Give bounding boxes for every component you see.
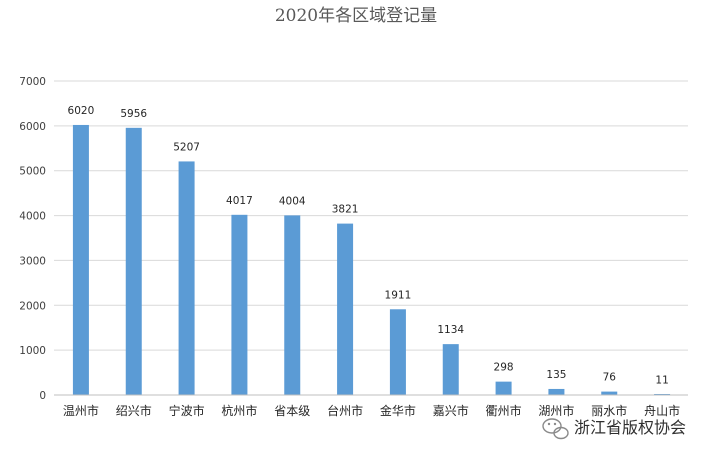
y-axis-ticks: 0 1000 2000 3000 4000 5000 6000 7000 (19, 76, 46, 402)
data-label: 298 (494, 362, 514, 374)
data-label: 135 (546, 369, 566, 381)
data-label: 6020 (68, 105, 95, 117)
data-label: 4004 (279, 195, 306, 207)
bar (337, 223, 354, 395)
y-tick-label: 7000 (19, 76, 46, 88)
data-label: 1911 (385, 289, 412, 301)
y-tick-label: 2000 (19, 300, 46, 312)
data-label: 3821 (332, 204, 359, 216)
watermark-text: 浙江省版权协会 (574, 418, 686, 437)
wechat-icon (542, 418, 569, 440)
data-label: 5207 (173, 141, 200, 153)
x-category-label: 金华市 (380, 403, 416, 418)
bar (495, 381, 512, 395)
bar (72, 124, 89, 396)
bar (178, 161, 195, 395)
x-category-label: 台州市 (327, 403, 363, 418)
bar (389, 309, 406, 395)
y-tick-label: 0 (39, 390, 46, 402)
data-label: 1134 (437, 324, 464, 336)
data-label: 5956 (120, 108, 147, 120)
y-tick-label: 5000 (19, 166, 46, 178)
bar (548, 388, 565, 395)
x-category-label: 宁波市 (169, 403, 205, 418)
gridlines (54, 80, 688, 351)
data-labels: 6020 5956 5207 4017 4004 3821 1911 1134 298 135 76… (68, 105, 669, 387)
bar (442, 344, 459, 395)
data-label: 11 (655, 375, 668, 387)
y-tick-label: 6000 (19, 121, 46, 133)
bar (601, 391, 618, 395)
x-category-label: 嘉兴市 (433, 403, 469, 418)
chart-title: 2020年各区域登记量 (275, 6, 437, 26)
x-category-label: 舟山市 (644, 403, 680, 418)
bar (125, 127, 142, 395)
category-labels: 温州市 绍兴市 宁波市 杭州市 省本级 台州市 金华市 嘉兴市 衢州市 湖州市 丽水市 舟山市 (63, 403, 680, 418)
x-category-label: 衢州市 (486, 403, 522, 418)
x-category-label: 绍兴市 (116, 403, 152, 418)
x-category-label: 丽水市 (591, 403, 627, 418)
x-category-label: 温州市 (63, 403, 99, 418)
x-category-label: 湖州市 (538, 403, 574, 418)
y-tick-label: 3000 (19, 255, 46, 267)
x-category-label: 省本级 (274, 404, 310, 418)
y-tick-label: 1000 (19, 345, 46, 357)
data-label: 76 (603, 372, 617, 384)
bar (231, 214, 248, 395)
data-label: 4017 (226, 195, 253, 207)
x-category-label: 杭州市 (221, 403, 257, 418)
watermark: 浙江省版权协会 (542, 418, 686, 440)
bar (284, 215, 301, 395)
y-tick-label: 4000 (19, 211, 46, 223)
